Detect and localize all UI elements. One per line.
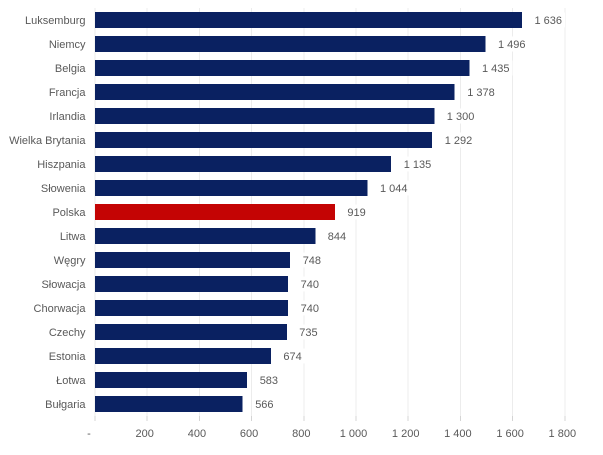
svg-text:844: 844 bbox=[328, 231, 346, 243]
svg-text:1 435: 1 435 bbox=[482, 63, 510, 75]
svg-text:Litwa: Litwa bbox=[60, 231, 87, 243]
svg-text:1 800: 1 800 bbox=[549, 428, 577, 440]
svg-text:748: 748 bbox=[303, 255, 321, 267]
svg-text:1 300: 1 300 bbox=[447, 111, 475, 123]
svg-text:Słowenia: Słowenia bbox=[41, 183, 87, 195]
svg-text:Łotwa: Łotwa bbox=[56, 375, 86, 387]
svg-text:Belgia: Belgia bbox=[55, 63, 86, 75]
svg-text:Węgry: Węgry bbox=[54, 255, 86, 267]
svg-text:1 496: 1 496 bbox=[498, 39, 526, 51]
svg-text:Bułgaria: Bułgaria bbox=[45, 399, 86, 411]
svg-text:Polska: Polska bbox=[52, 207, 86, 219]
svg-text:800: 800 bbox=[292, 428, 310, 440]
svg-text:Estonia: Estonia bbox=[49, 351, 87, 363]
svg-text:1 000: 1 000 bbox=[340, 428, 368, 440]
svg-text:Wielka Brytania: Wielka Brytania bbox=[9, 135, 86, 147]
svg-text:Francja: Francja bbox=[49, 87, 87, 99]
svg-text:1 292: 1 292 bbox=[445, 135, 473, 147]
svg-text:Hiszpania: Hiszpania bbox=[37, 159, 86, 171]
svg-text:1 200: 1 200 bbox=[392, 428, 420, 440]
svg-text:Czechy: Czechy bbox=[49, 327, 86, 339]
svg-text:1 600: 1 600 bbox=[496, 428, 524, 440]
svg-text:1 044: 1 044 bbox=[380, 183, 408, 195]
svg-text:Irlandia: Irlandia bbox=[49, 111, 86, 123]
svg-text:Niemcy: Niemcy bbox=[49, 39, 86, 51]
svg-text:200: 200 bbox=[136, 428, 154, 440]
svg-text:735: 735 bbox=[299, 327, 317, 339]
svg-text:583: 583 bbox=[260, 375, 278, 387]
svg-text:-: - bbox=[87, 428, 91, 440]
svg-text:674: 674 bbox=[283, 351, 301, 363]
svg-text:1 636: 1 636 bbox=[535, 15, 563, 27]
svg-text:600: 600 bbox=[240, 428, 258, 440]
svg-text:1 378: 1 378 bbox=[467, 87, 495, 99]
svg-text:1 135: 1 135 bbox=[404, 159, 432, 171]
svg-text:740: 740 bbox=[301, 303, 319, 315]
svg-text:1 400: 1 400 bbox=[444, 428, 472, 440]
svg-text:566: 566 bbox=[255, 399, 273, 411]
svg-text:Słowacja: Słowacja bbox=[41, 279, 86, 291]
svg-text:Luksemburg: Luksemburg bbox=[25, 15, 86, 27]
svg-text:Chorwacja: Chorwacja bbox=[34, 303, 87, 315]
svg-text:740: 740 bbox=[301, 279, 319, 291]
svg-text:400: 400 bbox=[188, 428, 206, 440]
svg-text:919: 919 bbox=[347, 207, 365, 219]
